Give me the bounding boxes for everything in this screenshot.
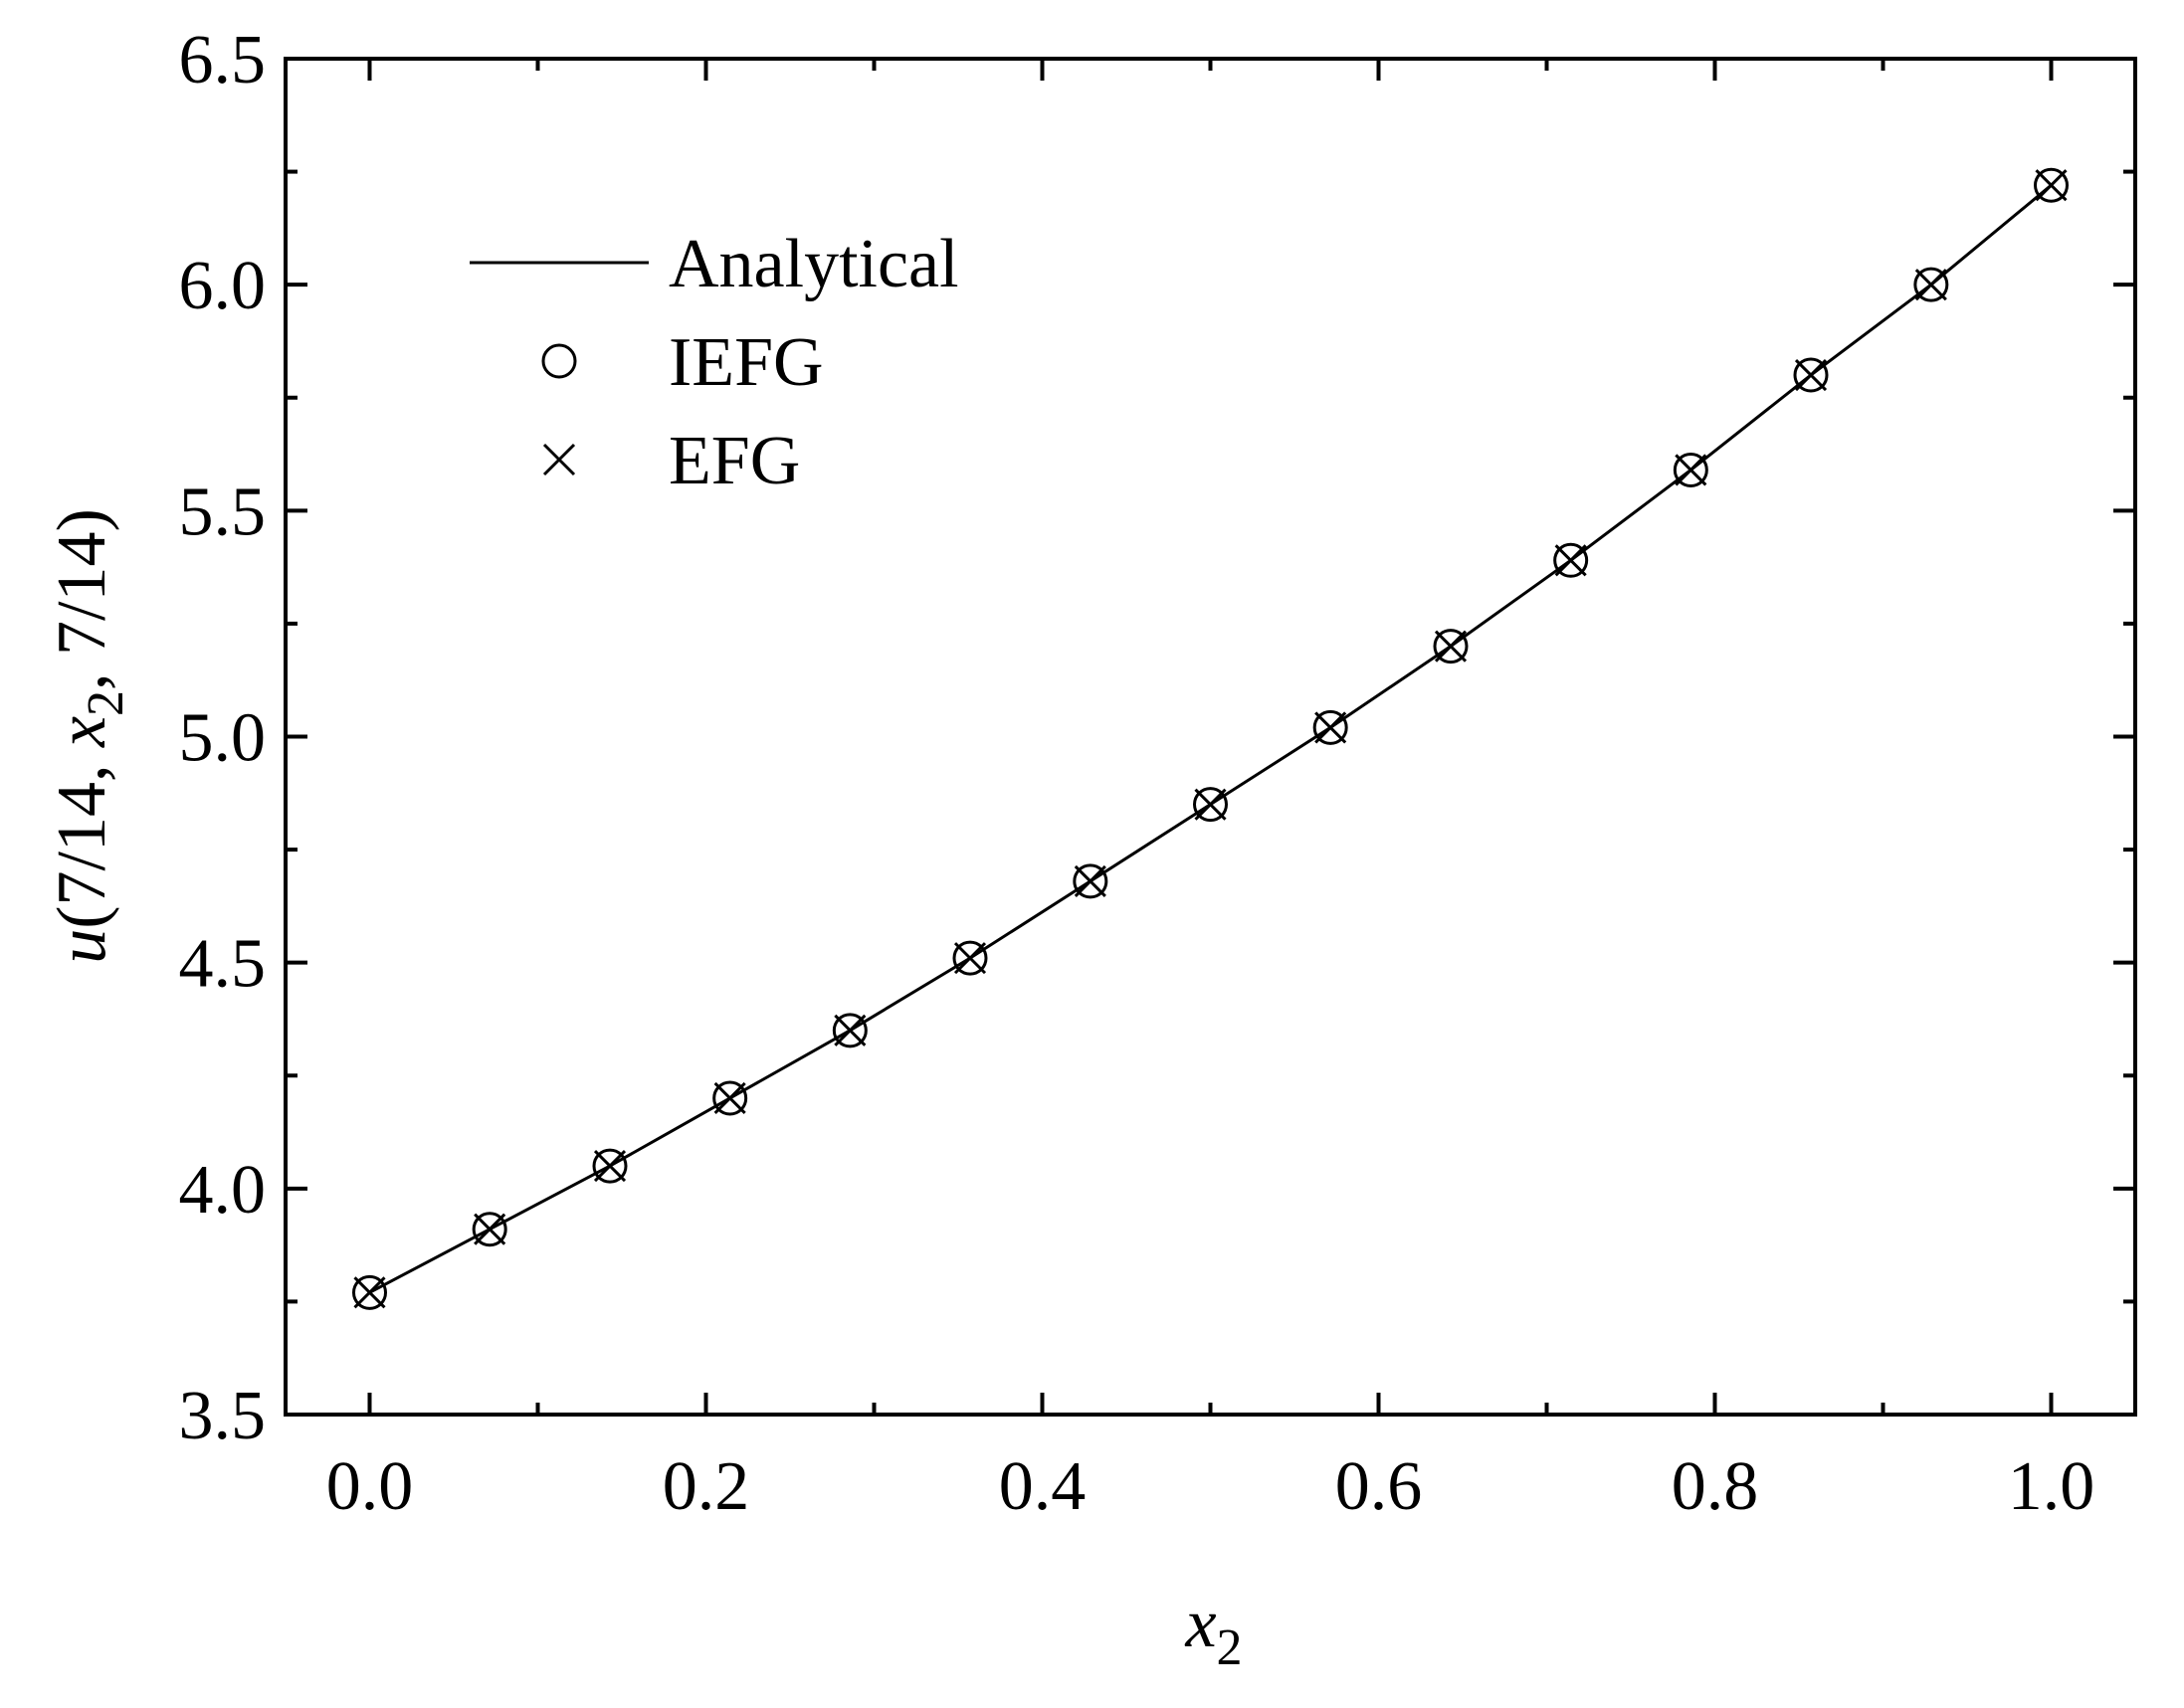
legend-label: EFG [669, 423, 800, 499]
x-tick-label: 0.2 [663, 1448, 750, 1525]
cross-marker [2035, 169, 2068, 202]
circle-marker [1673, 452, 1708, 487]
cross-marker [1914, 269, 1947, 301]
y-tick-label: 4.0 [179, 1152, 267, 1229]
cross-marker [353, 1276, 386, 1309]
circle-marker [2034, 167, 2069, 203]
circle-marker [541, 343, 577, 379]
cross-marker [1675, 454, 1707, 486]
cross-marker [474, 1213, 506, 1245]
x-label-part: 2 [1217, 1619, 1243, 1676]
circle-marker [1312, 709, 1348, 745]
circle-marker [952, 940, 988, 976]
y-tick-label: 5.0 [179, 700, 267, 777]
series-line [368, 184, 2053, 1294]
y-tick-label: 5.5 [179, 474, 267, 550]
y-label-part: (7/14, [44, 747, 120, 929]
circle-marker [1073, 863, 1108, 899]
circle-marker [832, 1013, 868, 1048]
circle-marker [1433, 629, 1469, 664]
x-tick-label: 0.6 [1335, 1448, 1423, 1525]
x-tick-label: 0.8 [1672, 1448, 1759, 1525]
x-axis-label: x2 [1184, 1586, 1242, 1676]
circle-marker [352, 1274, 387, 1310]
y-tick-label: 6.5 [179, 22, 267, 98]
y-label-part: x [44, 716, 120, 748]
x-tick-label: 0.4 [999, 1448, 1087, 1525]
circle-marker [712, 1080, 748, 1116]
y-axis-label: u(7/14, x2, 7/14) [44, 508, 134, 964]
y-tick-label: 6.0 [179, 248, 267, 324]
cross-marker [953, 942, 987, 975]
cross-marker [834, 1014, 867, 1046]
cross-marker [1314, 711, 1347, 744]
cross-marker [1074, 864, 1106, 897]
y-tick-label: 4.5 [179, 926, 267, 1003]
y-label-part: u [44, 929, 120, 964]
cross-marker [713, 1081, 746, 1115]
circle-marker [1193, 787, 1228, 823]
circle-marker [1553, 542, 1589, 578]
cross-marker [1554, 544, 1587, 577]
cross-marker [593, 1150, 627, 1183]
y-label-part: 2 [78, 690, 134, 716]
x-tick-label: 1.0 [2008, 1448, 2095, 1525]
x-tick-label: 0.0 [326, 1448, 414, 1525]
y-tick-label: 3.5 [179, 1378, 267, 1454]
x-label-part: x [1184, 1586, 1216, 1662]
cross-marker [1434, 630, 1468, 663]
legend-label: IEFG [669, 324, 824, 401]
cross-marker [1794, 358, 1828, 392]
circle-marker [1793, 357, 1829, 393]
y-label-part: , 7/14) [44, 508, 120, 690]
circle-marker [592, 1148, 628, 1184]
circle-marker [472, 1212, 507, 1247]
cross-marker [542, 443, 576, 476]
legend-label: Analytical [669, 226, 959, 302]
cross-marker [1194, 788, 1227, 821]
circle-marker [1913, 267, 1949, 302]
